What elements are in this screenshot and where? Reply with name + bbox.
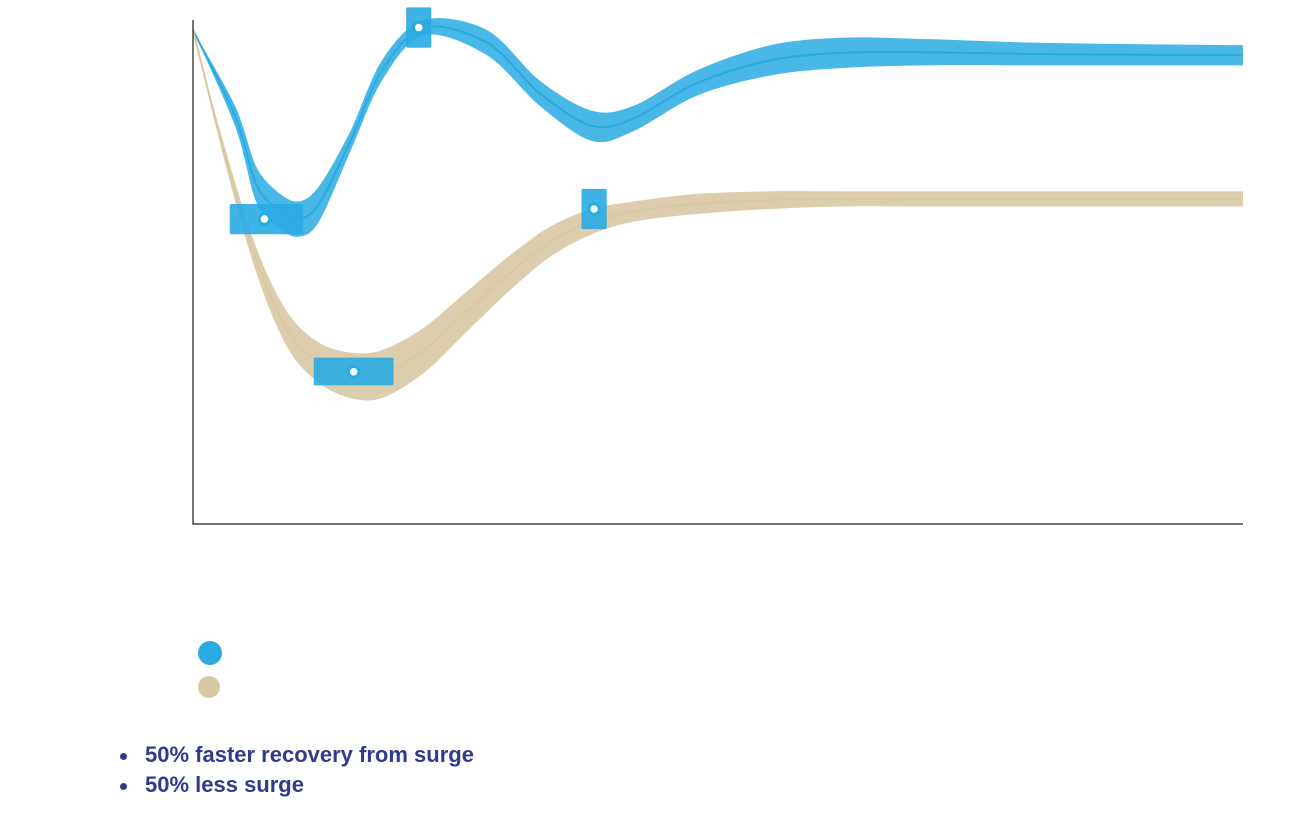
bullet-dot-icon: [120, 753, 127, 760]
series-line-optimized: [193, 26, 1243, 219]
axes: [193, 20, 1243, 524]
bullet-text: 50% less surge: [145, 772, 304, 798]
callout-bullets: 50% faster recovery from surge 50% less s…: [120, 740, 474, 800]
legend-swatch: [198, 676, 220, 698]
chart-container: 50% faster recovery from surge 50% less s…: [0, 0, 1290, 830]
data-marker: [589, 204, 599, 214]
legend-swatch: [198, 641, 222, 665]
data-marker: [259, 214, 269, 224]
bullet-dot-icon: [120, 783, 127, 790]
data-marker: [348, 367, 358, 377]
bullet-item: 50% less surge: [120, 770, 474, 800]
bullet-item: 50% faster recovery from surge: [120, 740, 474, 770]
legend-item: [198, 670, 240, 704]
data-marker: [414, 22, 424, 32]
legend: [198, 636, 240, 704]
legend-item: [198, 636, 240, 670]
bullet-text: 50% faster recovery from surge: [145, 742, 474, 768]
chart-svg: [0, 0, 1290, 560]
